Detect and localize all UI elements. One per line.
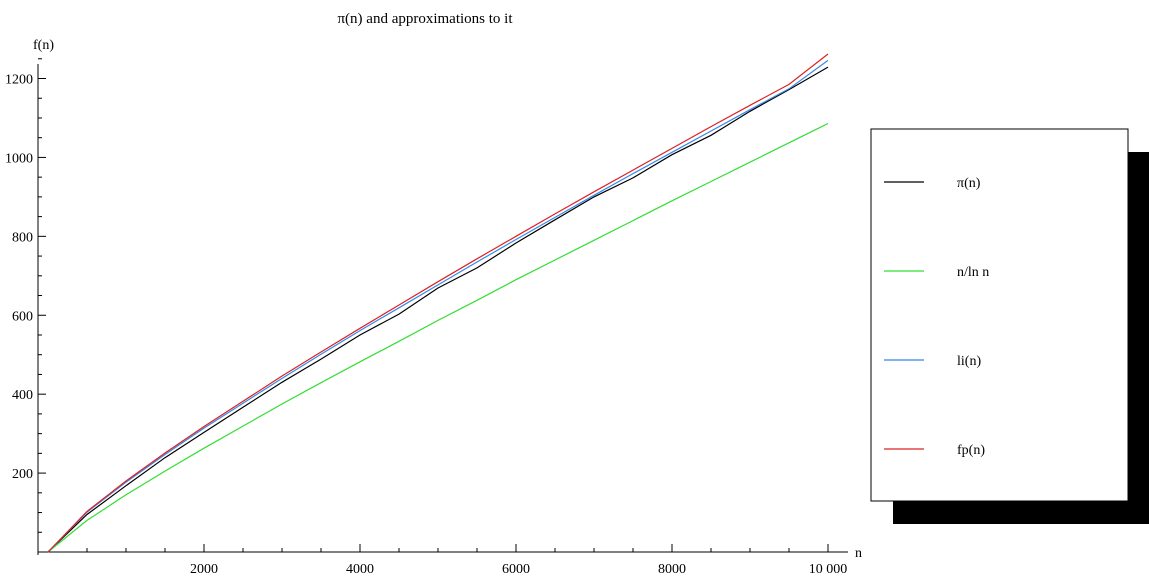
series-line-3 — [47, 59, 829, 553]
tick-labels: 2000 4000 6000 8000 10 000 200 400 600 800 1000 12… — [5, 73, 847, 577]
x-tick-label: 4000 — [346, 562, 374, 577]
legend-label-1: π(n) — [957, 176, 981, 191]
y-axis-label: f(n) — [33, 38, 54, 53]
x-tick-label: 2000 — [190, 562, 218, 577]
legend-box — [870, 128, 1129, 502]
legend-label-4: fp(n) — [957, 443, 985, 458]
series-line-4 — [47, 53, 829, 553]
chart-title: π(n) and approximations to it — [337, 11, 513, 27]
legend-label-2: n/ln n — [957, 265, 989, 280]
axis-ticks — [38, 58, 829, 552]
series-line-2 — [47, 122, 829, 553]
legend: π(n) n/ln n li(n) fp(n) — [884, 176, 989, 458]
y-tick-label: 1200 — [5, 73, 33, 88]
x-tick-label: 10 000 — [809, 562, 848, 577]
y-tick-label: 1000 — [5, 151, 33, 166]
legend-label-3: li(n) — [957, 354, 981, 369]
x-tick-label: 6000 — [502, 562, 530, 577]
series-line-1 — [47, 66, 829, 553]
y-tick-label: 800 — [12, 230, 33, 245]
y-tick-label: 200 — [12, 467, 33, 482]
x-tick-label: 8000 — [658, 562, 686, 577]
y-tick-label: 400 — [12, 388, 33, 403]
x-axis-label: n — [855, 546, 862, 561]
series-lines — [47, 53, 829, 553]
y-tick-label: 600 — [12, 309, 33, 324]
